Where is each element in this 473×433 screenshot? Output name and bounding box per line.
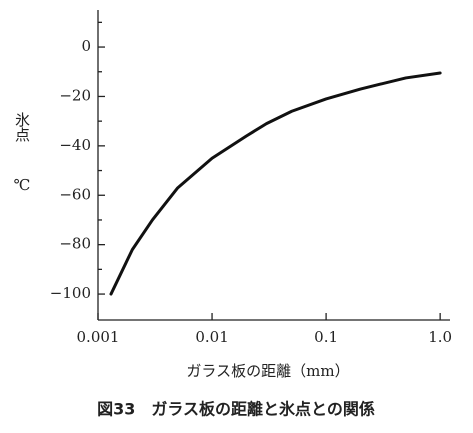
y-tick-label: −60 [59,185,91,203]
x-axis-label: ガラス板の距離（mm） [186,362,349,380]
x-tick-label: 1.0 [428,328,452,346]
x-tick-label: 0.001 [77,328,120,346]
x-tick-label: 0.01 [195,328,228,346]
y-axis-label: 氷点 [13,112,31,142]
y-tick-label: −100 [50,284,91,302]
x-tick-label: 0.1 [314,328,338,346]
y-tick-label: −40 [59,136,91,154]
caption: 図33 ガラス板の距離と氷点との関係 [97,400,375,419]
y-axis-unit: ℃ [14,176,31,194]
y-tick-label: −20 [59,86,91,104]
curve [109,71,442,296]
y-tick-label: 0 [81,37,91,55]
y-tick-label: −80 [59,235,91,253]
